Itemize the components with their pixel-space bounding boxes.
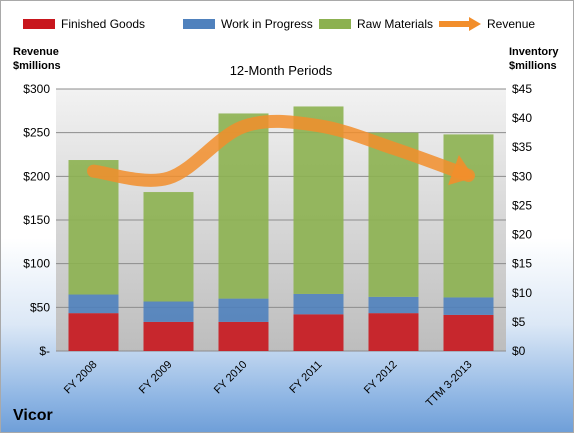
legend-arrow-revenue <box>469 17 481 31</box>
left-tick-label: $300 <box>23 82 50 96</box>
right-tick-label: $40 <box>512 111 532 125</box>
bar-finished-goods <box>368 313 419 351</box>
bar-raw-materials <box>143 192 194 302</box>
right-tick-label: $25 <box>512 198 532 212</box>
right-tick-label: $20 <box>512 228 532 242</box>
bar-finished-goods <box>68 313 119 351</box>
left-tick-label: $250 <box>23 126 50 140</box>
bar-work-in-progress <box>293 293 344 315</box>
bar-work-in-progress <box>368 296 419 314</box>
x-tick-label: TTM 3-2013 <box>424 359 475 410</box>
legend-swatch <box>319 19 351 29</box>
bar-work-in-progress <box>143 301 194 322</box>
left-tick-label: $- <box>39 344 50 358</box>
bar-finished-goods <box>143 321 194 351</box>
bar-raw-materials <box>68 160 119 295</box>
legend-label: Work in Progress <box>221 17 313 31</box>
chart-title: 12-Month Periods <box>229 63 333 78</box>
right-axis-title-line2: $millions <box>509 60 557 72</box>
revenue-line <box>87 114 475 187</box>
right-tick-label: $0 <box>512 344 526 358</box>
right-axis-title: Inventory $millions <box>509 45 559 73</box>
bar-raw-materials <box>218 113 269 299</box>
bar-finished-goods <box>443 314 494 351</box>
x-tick-label: FY 2009 <box>137 359 175 397</box>
legend-swatch <box>183 19 215 29</box>
company-name: Vicor <box>13 407 53 424</box>
bar-work-in-progress <box>218 298 269 322</box>
left-tick-label: $200 <box>23 169 50 183</box>
legend-label: Revenue <box>487 17 535 31</box>
right-tick-label: $45 <box>512 82 532 96</box>
bar-finished-goods <box>293 314 344 351</box>
left-tick-label: $50 <box>30 300 50 314</box>
right-tick-label: $5 <box>512 315 526 329</box>
left-axis-title-line2: $millions <box>13 60 61 72</box>
left-tick-label: $100 <box>23 257 50 271</box>
right-tick-label: $15 <box>512 257 532 271</box>
left-tick-label: $150 <box>23 213 50 227</box>
right-tick-label: $10 <box>512 286 532 300</box>
right-tick-label: $35 <box>512 140 532 154</box>
bar-work-in-progress <box>68 294 119 314</box>
left-axis-title: Revenue $millions <box>13 45 61 73</box>
revenue-arrowhead <box>448 154 475 186</box>
bar-raw-materials <box>443 134 494 298</box>
legend-label: Raw Materials <box>357 17 433 31</box>
x-tick-label: FY 2010 <box>212 359 250 397</box>
legend-swatch <box>23 19 55 29</box>
right-axis-title-line1: Inventory <box>509 46 559 58</box>
left-axis-title-line1: Revenue <box>13 46 59 58</box>
legend-label: Finished Goods <box>61 17 145 31</box>
x-tick-label: FY 2012 <box>362 359 400 397</box>
right-tick-label: $30 <box>512 169 532 183</box>
x-tick-label: FY 2008 <box>62 359 100 397</box>
bar-work-in-progress <box>443 297 494 315</box>
bar-raw-materials <box>293 106 344 294</box>
bar-finished-goods <box>218 321 269 351</box>
x-tick-label: FY 2011 <box>287 359 324 396</box>
